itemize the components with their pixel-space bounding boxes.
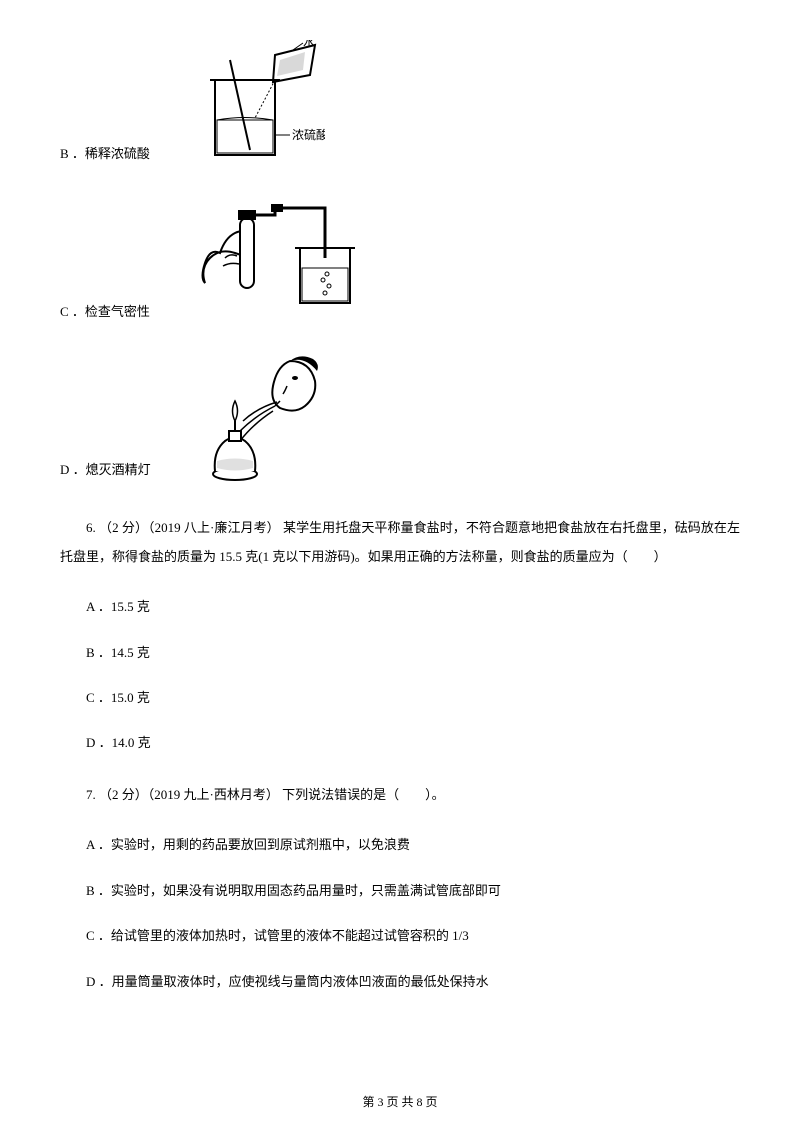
q5-option-d-label: D ．熄灭酒精灯 [60, 458, 190, 486]
acid-label: 浓硫酸 [292, 127, 325, 142]
q5-option-c-row: C ．检查气密性 [60, 198, 740, 328]
q6-option-b: B ．14.5 克 [60, 641, 740, 664]
q6-option-c: C ．15.0 克 [60, 686, 740, 709]
q5-option-d-image [195, 356, 325, 486]
q5-option-c-image [195, 198, 365, 328]
q7-option-c: C ．给试管里的液体加热时，试管里的液体不能超过试管容积的 1/3 [60, 924, 740, 947]
q5-option-c-label: C ．检查气密性 [60, 300, 190, 328]
q7-option-a: A ．实验时，用剩的药品要放回到原试剂瓶中，以免浪费 [60, 833, 740, 856]
q5-option-b-image: 水 浓硫酸 [195, 40, 325, 170]
q6-option-a: A ．15.5 克 [60, 595, 740, 618]
q7-stem: 7. （2 分）（2019 九上·西林月考） 下列说法错误的是（ ）。 [60, 781, 740, 810]
q6-option-d: D ．14.0 克 [60, 731, 740, 754]
q7-option-d: D ．用量筒量取液体时，应使视线与量筒内液体凹液面的最低处保持水 [60, 970, 740, 993]
q5-option-d-row: D ．熄灭酒精灯 [60, 356, 740, 486]
q5-option-b-row: B ．稀释浓硫酸 水 浓硫酸 [60, 40, 740, 170]
water-label: 水 [303, 40, 315, 49]
page-footer: 第 3 页 共 8 页 [0, 1092, 800, 1114]
q6-stem: 6. （2 分）（2019 八上·廉江月考） 某学生用托盘天平称量食盐时，不符合… [60, 514, 740, 571]
q7-option-b: B ．实验时，如果没有说明取用固态药品用量时，只需盖满试管底部即可 [60, 879, 740, 902]
q5-option-b-label: B ．稀释浓硫酸 [60, 142, 190, 170]
